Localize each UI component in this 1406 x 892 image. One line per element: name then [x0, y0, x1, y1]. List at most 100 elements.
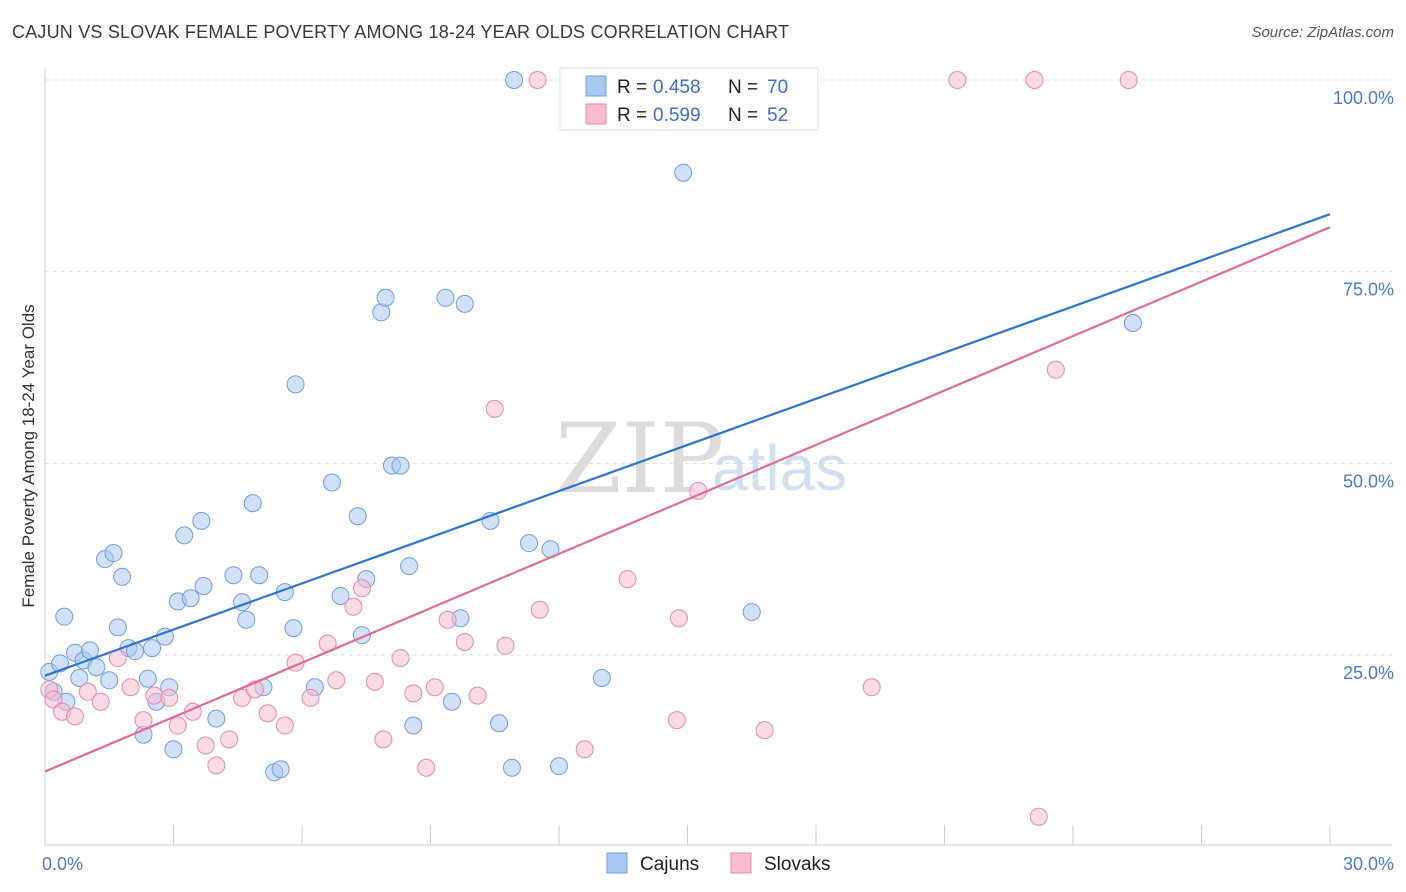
slovak-point: [258, 704, 277, 723]
slovak-trend-line: [44, 226, 1331, 773]
cajun-point: [250, 566, 269, 585]
cajun-point: [505, 71, 524, 89]
slovak-point: [391, 649, 410, 668]
slovak-point: [669, 609, 688, 628]
y-tick-label: 50.0%: [1343, 471, 1394, 491]
grid-lines: [45, 79, 1392, 656]
legend-bottom: Cajuns Slovaks: [606, 852, 831, 875]
cajun-point: [400, 557, 419, 576]
slovak-point: [78, 682, 97, 701]
cajun-point: [207, 709, 226, 728]
cajun-point: [104, 544, 123, 563]
slovak-point: [145, 686, 164, 705]
cajun-point: [502, 758, 521, 777]
slovak-point: [862, 678, 881, 697]
cajun-point: [108, 618, 127, 637]
slovak-point: [438, 610, 457, 629]
slovak-point: [1025, 71, 1044, 89]
legend-r-value: 0.599: [653, 105, 701, 126]
slovak-point: [121, 678, 140, 697]
slovak-point: [44, 690, 63, 709]
cajun-point: [143, 639, 162, 658]
bottom-legend-swatch: [730, 852, 752, 874]
slovak-point: [528, 71, 547, 89]
watermark-atlas: atlas: [712, 432, 847, 504]
legend-n-value: 70: [767, 77, 788, 98]
cajun-point: [164, 740, 183, 759]
cajun-point: [113, 567, 132, 586]
cajun-point: [284, 619, 303, 638]
cajun-point: [391, 456, 410, 475]
axes: [44, 68, 1392, 846]
data-points: [40, 71, 1142, 826]
cajun-point: [175, 526, 194, 545]
cajun-point: [237, 610, 256, 629]
legend-r-value: 0.458: [653, 77, 701, 98]
slovak-point: [344, 597, 363, 616]
slovak-point: [404, 684, 423, 703]
cajun-point: [224, 566, 243, 585]
cajun-point: [192, 511, 211, 530]
cajun-point: [181, 589, 200, 608]
cajun-point: [404, 716, 423, 735]
cajun-point: [87, 658, 106, 677]
slovak-point: [327, 671, 346, 690]
cajun-point: [674, 163, 693, 182]
cajun-trend-line: [44, 213, 1331, 677]
cajun-point: [138, 669, 157, 688]
slovak-point: [233, 688, 252, 707]
cajun-point: [436, 288, 455, 307]
cajun-point: [100, 671, 119, 690]
cajun-point: [243, 494, 262, 513]
chart-source: Source: ZipAtlas.com: [1251, 24, 1394, 41]
slovak-point: [207, 756, 226, 775]
cajun-point: [322, 473, 341, 492]
y-tick-label: 75.0%: [1343, 280, 1394, 300]
cajun-point: [442, 692, 461, 711]
legend-top: R = 0.458 N = 70 R = 0.599 N = 52: [559, 67, 819, 131]
y-axis-label: Female Poverty Among 18-24 Year Olds: [19, 304, 38, 607]
legend-swatch: [585, 103, 607, 125]
cajun-point: [455, 294, 474, 313]
slovak-point: [417, 758, 436, 777]
slovak-point: [65, 707, 84, 726]
x-tick-label: 30.0%: [1343, 854, 1394, 874]
slovak-point: [160, 688, 179, 707]
slovak-point: [618, 570, 637, 589]
slovak-point: [667, 711, 686, 730]
legend-r-label: R =: [617, 105, 647, 126]
slovak-point: [1029, 807, 1048, 826]
slovak-point: [530, 600, 549, 619]
tick-labels: 25.0% 50.0% 75.0% 100.0% 0.0% 30.0%: [42, 88, 1394, 874]
y-tick-label: 100.0%: [1333, 88, 1394, 108]
slovak-point: [1046, 360, 1065, 379]
bottom-legend-swatch: [606, 852, 628, 874]
legend-n-value: 52: [767, 105, 788, 126]
slovak-point: [275, 716, 294, 735]
chart-title: CAJUN VS SLOVAK FEMALE POVERTY AMONG 18-…: [12, 22, 790, 42]
slovak-point: [352, 579, 371, 598]
y-tick-label: 25.0%: [1343, 663, 1394, 683]
legend-n-label: N =: [728, 105, 758, 126]
cajun-point: [286, 375, 305, 394]
cajun-point: [742, 603, 761, 622]
slovak-point: [168, 716, 187, 735]
bottom-legend-label: Slovaks: [764, 854, 831, 875]
slovak-point: [374, 730, 393, 749]
slovak-point: [755, 721, 774, 740]
cajun-point: [592, 669, 611, 687]
cajun-point: [271, 760, 290, 779]
cajun-point: [520, 534, 539, 553]
slovak-point: [948, 71, 967, 89]
slovak-point: [575, 740, 594, 759]
cajun-point: [70, 669, 89, 687]
slovak-point: [1119, 71, 1138, 89]
cajun-point: [348, 507, 367, 526]
x-tick-label: 0.0%: [42, 854, 83, 874]
slovak-point: [425, 678, 444, 697]
cajun-point: [331, 586, 350, 605]
slovak-point: [301, 688, 320, 707]
slovak-point: [455, 632, 474, 651]
cajun-point: [550, 757, 568, 776]
trend-lines: [44, 213, 1331, 773]
